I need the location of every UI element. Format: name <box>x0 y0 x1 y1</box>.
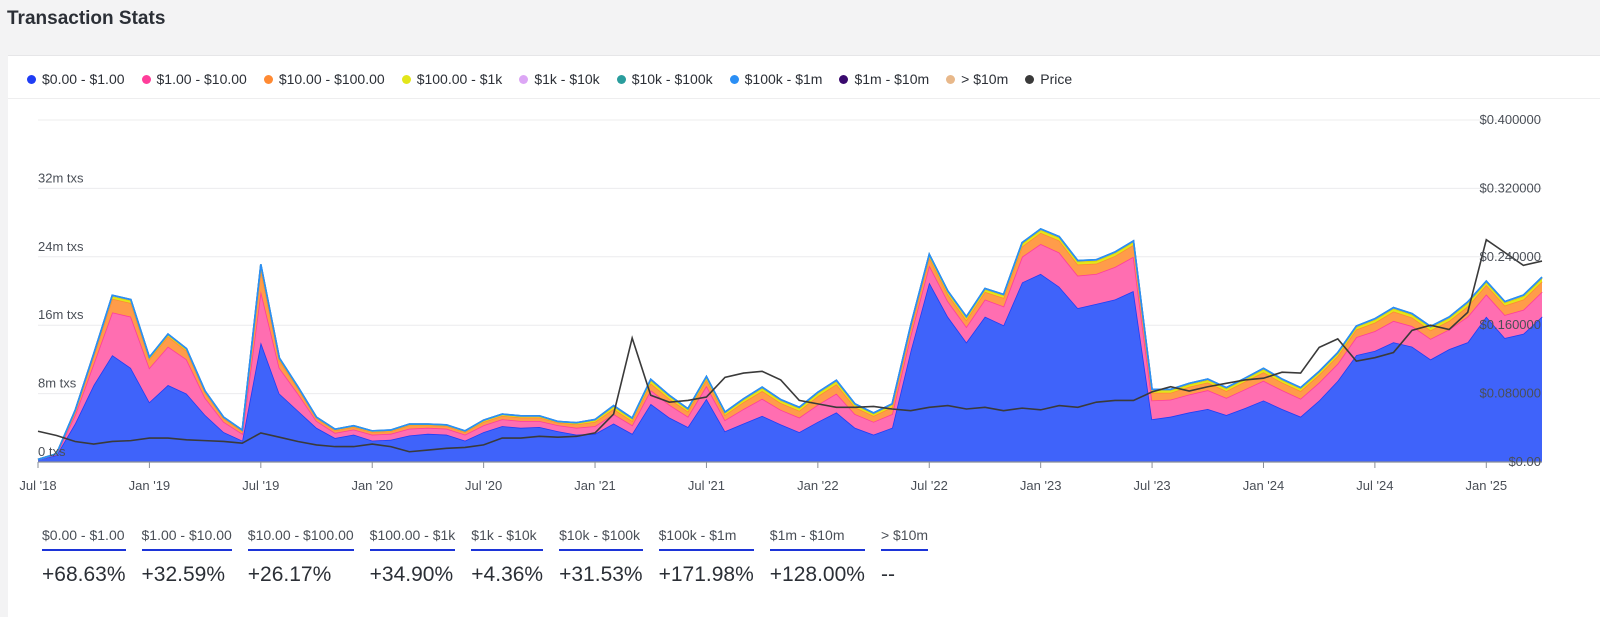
stat-0: $0.00 - $1.00 +68.63% <box>42 527 126 587</box>
series-area-0 <box>38 273 1542 462</box>
legend-label: > $10m <box>961 71 1009 87</box>
legend-item-2[interactable]: $10.00 - $100.00 <box>263 71 385 87</box>
stat-label[interactable]: $1.00 - $10.00 <box>141 527 232 551</box>
stat-value: +128.00% <box>769 563 865 586</box>
stat-4: $1k - $10k +4.36% <box>471 527 544 587</box>
x-tick-label: Jul '24 <box>1356 478 1393 493</box>
legend-label: Price <box>1040 71 1073 87</box>
legend-label: $1.00 - $10.00 <box>156 71 247 87</box>
series-area-1 <box>38 243 1542 460</box>
stat-value: +171.98% <box>658 563 754 586</box>
stat-value: +4.36% <box>471 563 544 586</box>
legend-dot-icon <box>616 74 626 84</box>
legend-item-5[interactable]: $10k - $100k <box>616 71 713 87</box>
stat-8: > $10m -- <box>880 527 929 587</box>
legend-dot-icon <box>1025 74 1035 84</box>
stat-label[interactable]: $1k - $10k <box>471 527 544 551</box>
y-right-tick-label: $0.080000 <box>1480 386 1541 401</box>
stat-label[interactable]: $0.00 - $1.00 <box>42 527 126 551</box>
x-tick-label: Jul '19 <box>242 478 279 493</box>
stat-1: $1.00 - $10.00 +32.59% <box>141 527 232 587</box>
chart-legend: $0.00 - $1.00 $1.00 - $10.00 $10.00 - $100… <box>27 69 1089 89</box>
legend-item-3[interactable]: $100.00 - $1k <box>401 71 503 87</box>
legend-dot-icon <box>401 74 411 84</box>
stat-label[interactable]: $10k - $100k <box>559 527 643 551</box>
stat-3: $100.00 - $1k +34.90% <box>369 527 456 587</box>
y-left-tick-label: 24m txs <box>38 239 84 254</box>
legend-dot-icon <box>519 74 529 84</box>
x-tick-label: Jan '21 <box>574 478 616 493</box>
stat-label[interactable]: $1m - $10m <box>769 527 865 551</box>
stat-value: +32.59% <box>141 563 226 586</box>
y-right-tick-label: $0.240000 <box>1480 249 1541 264</box>
legend-label: $100k - $1m <box>744 71 823 87</box>
stat-label[interactable]: $100.00 - $1k <box>369 527 456 551</box>
legend-dot-icon <box>141 74 151 84</box>
stat-value: +68.63% <box>42 563 126 586</box>
legend-label: $10k - $100k <box>631 71 713 87</box>
legend-item-0[interactable]: $0.00 - $1.00 <box>27 71 125 87</box>
x-tick-label: Jul '18 <box>19 478 56 493</box>
stat-5: $10k - $100k +31.53% <box>559 527 643 587</box>
stat-6: $100k - $1m +171.98% <box>658 527 754 587</box>
legend-item-9[interactable]: Price <box>1025 71 1072 87</box>
x-tick-label: Jan '20 <box>351 478 393 493</box>
legend-item-4[interactable]: $1k - $10k <box>519 71 600 87</box>
x-tick-label: Jan '23 <box>1020 478 1062 493</box>
price-line <box>37 238 1543 453</box>
legend-dot-icon <box>27 74 36 84</box>
y-left-tick-label: 32m txs <box>38 170 84 185</box>
y-left-tick-label: 16m txs <box>38 307 84 322</box>
series-line-6 <box>37 227 1543 461</box>
stats-row: $0.00 - $1.00 +68.63% $1.00 - $10.00 +32.59… <box>42 527 944 587</box>
legend-dot-icon <box>729 74 739 84</box>
legend-dot-icon <box>946 74 956 84</box>
x-tick-label: Jul '21 <box>688 478 725 493</box>
x-tick-label: Jul '23 <box>1133 478 1170 493</box>
x-tick-label: Jan '22 <box>797 478 839 493</box>
legend-dot-icon <box>839 74 849 84</box>
stat-label[interactable]: > $10m <box>880 527 929 551</box>
y-right-tick-label: $0.160000 <box>1480 317 1541 332</box>
legend-item-7[interactable]: $1m - $10m <box>839 71 929 87</box>
legend-label: $0.00 - $1.00 <box>42 71 125 87</box>
stat-2: $10.00 - $100.00 +26.17% <box>247 527 354 587</box>
y-right-tick-label: $0.00 <box>1508 454 1541 469</box>
x-tick-label: Jul '20 <box>465 478 502 493</box>
y-right-tick-label: $0.400000 <box>1480 112 1541 127</box>
legend-label: $1k - $10k <box>534 71 600 87</box>
legend-item-1[interactable]: $1.00 - $10.00 <box>141 71 247 87</box>
legend-label: $100.00 - $1k <box>416 71 503 87</box>
legend-label: $1m - $10m <box>854 71 930 87</box>
stat-value: +34.90% <box>369 563 454 586</box>
stat-value: +26.17% <box>247 563 332 586</box>
x-tick-label: Jan '19 <box>129 478 171 493</box>
legend-divider <box>8 98 1600 99</box>
legend-dot-icon <box>263 74 273 84</box>
x-tick-label: Jul '22 <box>911 478 948 493</box>
y-right-tick-label: $0.320000 <box>1480 180 1541 195</box>
transaction-stats-chart: 0 txs 8m txs 16m txs 24m txs 32m txs $0.00 $0.… <box>19 112 1543 493</box>
stat-7: $1m - $10m +128.00% <box>769 527 865 587</box>
stat-label[interactable]: $10.00 - $100.00 <box>247 527 354 551</box>
stat-label[interactable]: $100k - $1m <box>658 527 754 551</box>
x-tick-label: Jan '24 <box>1243 478 1285 493</box>
legend-item-6[interactable]: $100k - $1m <box>729 71 823 87</box>
page-title: Transaction Stats <box>7 8 166 29</box>
legend-item-8[interactable]: > $10m <box>946 71 1008 87</box>
y-left-tick-label: 8m txs <box>38 376 77 391</box>
stat-value: +31.53% <box>559 563 643 586</box>
y-left-tick-label: 0 txs <box>38 444 66 459</box>
stat-value: -- <box>880 563 895 586</box>
x-tick-label: Jan '25 <box>1466 478 1508 493</box>
legend-label: $10.00 - $100.00 <box>278 71 385 87</box>
